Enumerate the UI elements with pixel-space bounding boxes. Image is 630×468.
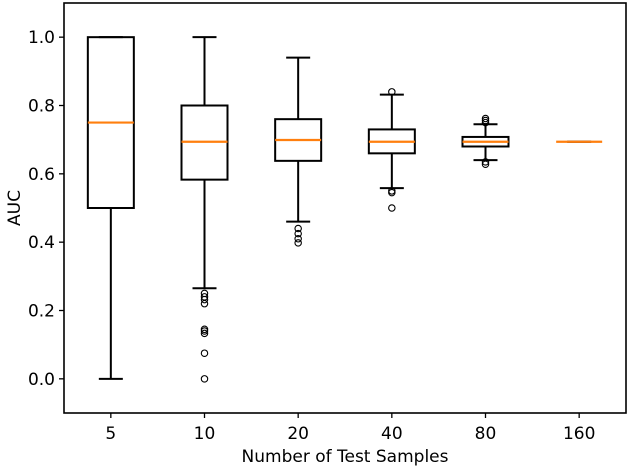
- box-series: [86, 36, 603, 383]
- x-tick-label: 10: [194, 424, 216, 444]
- y-tick-label: 0.2: [28, 302, 55, 322]
- box-80: [461, 114, 510, 169]
- box-20: [274, 56, 323, 247]
- x-tick-label: 5: [105, 424, 116, 444]
- box-40: [367, 88, 416, 212]
- outlier-point: [388, 204, 396, 212]
- y-axis: 0.0 0.2 0.4 0.6 0.8 1.0: [28, 28, 64, 390]
- outlier-point: [294, 229, 302, 238]
- x-tick-label: 80: [475, 424, 497, 444]
- outlier-point: [294, 239, 302, 247]
- y-axis-label: AUC: [5, 190, 25, 226]
- x-axis: 5 10 20 40 80 160: [105, 413, 595, 444]
- outlier-point: [294, 224, 302, 233]
- outlier-point: [481, 118, 490, 127]
- outlier-point: [200, 375, 209, 383]
- plot-frame: [63, 2, 627, 414]
- x-tick-label: 160: [563, 424, 595, 444]
- y-tick-label: 0.8: [28, 97, 55, 117]
- x-tick-label: 40: [381, 424, 403, 444]
- outlier-point: [481, 158, 490, 166]
- y-tick-label: 0.6: [28, 165, 55, 185]
- box-5: [86, 36, 135, 380]
- outlier-point: [481, 116, 490, 125]
- y-tick-label: 0.0: [28, 370, 55, 390]
- box-10: [180, 36, 229, 383]
- y-tick-label: 1.0: [28, 28, 55, 48]
- x-tick-label: 20: [287, 424, 309, 444]
- outlier-point: [481, 160, 490, 169]
- outlier-point: [200, 295, 209, 304]
- outlier-point: [200, 327, 209, 335]
- x-axis-label: Number of Test Samples: [242, 447, 449, 467]
- outlier-point: [388, 88, 396, 96]
- outlier-point: [200, 349, 209, 357]
- outlier-point: [481, 114, 490, 123]
- outlier-point: [200, 329, 209, 338]
- outlier-point: [200, 299, 209, 308]
- outlier-point: [388, 188, 396, 197]
- outlier-point: [294, 235, 302, 243]
- y-tick-label: 0.4: [28, 233, 55, 253]
